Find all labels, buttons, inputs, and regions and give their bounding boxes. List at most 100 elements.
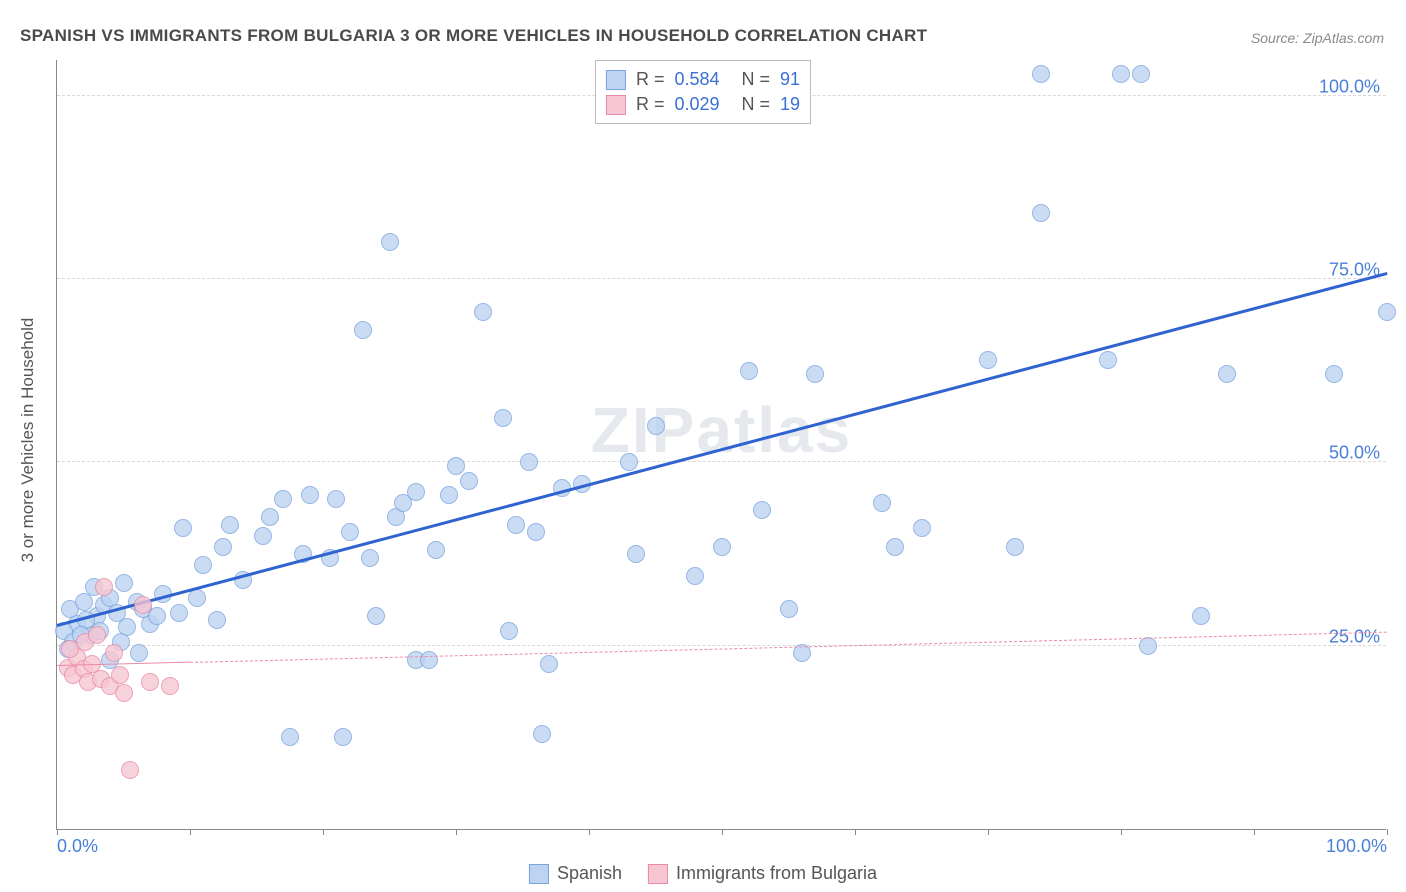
scatter-point [500, 622, 518, 640]
scatter-point [361, 549, 379, 567]
gridline [57, 645, 1386, 646]
x-tick-mark [855, 829, 856, 835]
scatter-point [327, 490, 345, 508]
scatter-point [686, 567, 704, 585]
x-tick-mark [589, 829, 590, 835]
x-tick-mark [988, 829, 989, 835]
scatter-point [806, 365, 824, 383]
scatter-point [1139, 637, 1157, 655]
legend-label: Immigrants from Bulgaria [676, 863, 877, 884]
legend-swatch [606, 70, 626, 90]
legend-item: Immigrants from Bulgaria [648, 863, 877, 884]
y-tick-label: 50.0% [1329, 443, 1380, 464]
x-tick-mark [722, 829, 723, 835]
scatter-point [261, 508, 279, 526]
stat-n-value: 91 [780, 69, 800, 90]
x-tick-mark [456, 829, 457, 835]
x-tick-mark [1387, 829, 1388, 835]
scatter-point [620, 453, 638, 471]
x-tick-label: 0.0% [57, 836, 98, 857]
stat-r-value: 0.584 [674, 69, 719, 90]
chart-title: SPANISH VS IMMIGRANTS FROM BULGARIA 3 OR… [20, 26, 927, 46]
scatter-point [194, 556, 212, 574]
correlation-legend: R = 0.584N = 91R = 0.029N = 19 [595, 60, 811, 124]
scatter-point [354, 321, 372, 339]
scatter-point [873, 494, 891, 512]
scatter-point [1132, 65, 1150, 83]
scatter-point [1378, 303, 1396, 321]
scatter-point [1099, 351, 1117, 369]
source-attribution: Source: ZipAtlas.com [1251, 30, 1384, 46]
scatter-point [427, 541, 445, 559]
scatter-point [1218, 365, 1236, 383]
scatter-point [254, 527, 272, 545]
scatter-point [740, 362, 758, 380]
y-tick-label: 100.0% [1319, 76, 1380, 97]
scatter-point [520, 453, 538, 471]
stat-n-label: N = [742, 69, 771, 90]
plot-area: ZIPatlas 25.0%50.0%75.0%100.0%0.0%100.0% [56, 60, 1386, 830]
scatter-point [115, 574, 133, 592]
legend-swatch [648, 864, 668, 884]
scatter-point [913, 519, 931, 537]
stat-n-label: N = [742, 94, 771, 115]
scatter-point [1112, 65, 1130, 83]
scatter-point [474, 303, 492, 321]
scatter-point [647, 417, 665, 435]
scatter-point [713, 538, 731, 556]
scatter-point [381, 233, 399, 251]
scatter-point [341, 523, 359, 541]
scatter-point [753, 501, 771, 519]
scatter-point [301, 486, 319, 504]
scatter-point [174, 519, 192, 537]
scatter-point [134, 596, 152, 614]
scatter-point [367, 607, 385, 625]
scatter-point [460, 472, 478, 490]
scatter-point [420, 651, 438, 669]
stat-n-value: 19 [780, 94, 800, 115]
stat-legend-row: R = 0.584N = 91 [606, 67, 800, 92]
scatter-point [281, 728, 299, 746]
scatter-point [1192, 607, 1210, 625]
scatter-point [221, 516, 239, 534]
scatter-point [507, 516, 525, 534]
legend-swatch [606, 95, 626, 115]
scatter-point [979, 351, 997, 369]
scatter-point [274, 490, 292, 508]
scatter-point [407, 483, 425, 501]
scatter-point [121, 761, 139, 779]
scatter-point [527, 523, 545, 541]
scatter-point [533, 725, 551, 743]
stat-r-value: 0.029 [674, 94, 719, 115]
trendline [190, 631, 1387, 662]
scatter-point [141, 673, 159, 691]
scatter-point [130, 644, 148, 662]
y-tick-label: 25.0% [1329, 626, 1380, 647]
scatter-point [627, 545, 645, 563]
scatter-point [1032, 204, 1050, 222]
scatter-point [886, 538, 904, 556]
scatter-point [780, 600, 798, 618]
x-tick-label: 100.0% [1326, 836, 1387, 857]
gridline [57, 461, 1386, 462]
scatter-point [1325, 365, 1343, 383]
legend-item: Spanish [529, 863, 622, 884]
scatter-point [111, 666, 129, 684]
series-legend: Spanish Immigrants from Bulgaria [529, 863, 877, 884]
gridline [57, 278, 1386, 279]
scatter-point [75, 593, 93, 611]
y-axis-label: 3 or more Vehicles in Household [18, 318, 38, 563]
x-tick-mark [1121, 829, 1122, 835]
legend-swatch [529, 864, 549, 884]
scatter-point [540, 655, 558, 673]
scatter-point [334, 728, 352, 746]
scatter-point [494, 409, 512, 427]
scatter-point [95, 578, 113, 596]
scatter-point [105, 644, 123, 662]
scatter-point [170, 604, 188, 622]
scatter-point [208, 611, 226, 629]
trendline [57, 272, 1388, 627]
scatter-point [1032, 65, 1050, 83]
stat-legend-row: R = 0.029N = 19 [606, 92, 800, 117]
x-tick-mark [57, 829, 58, 835]
